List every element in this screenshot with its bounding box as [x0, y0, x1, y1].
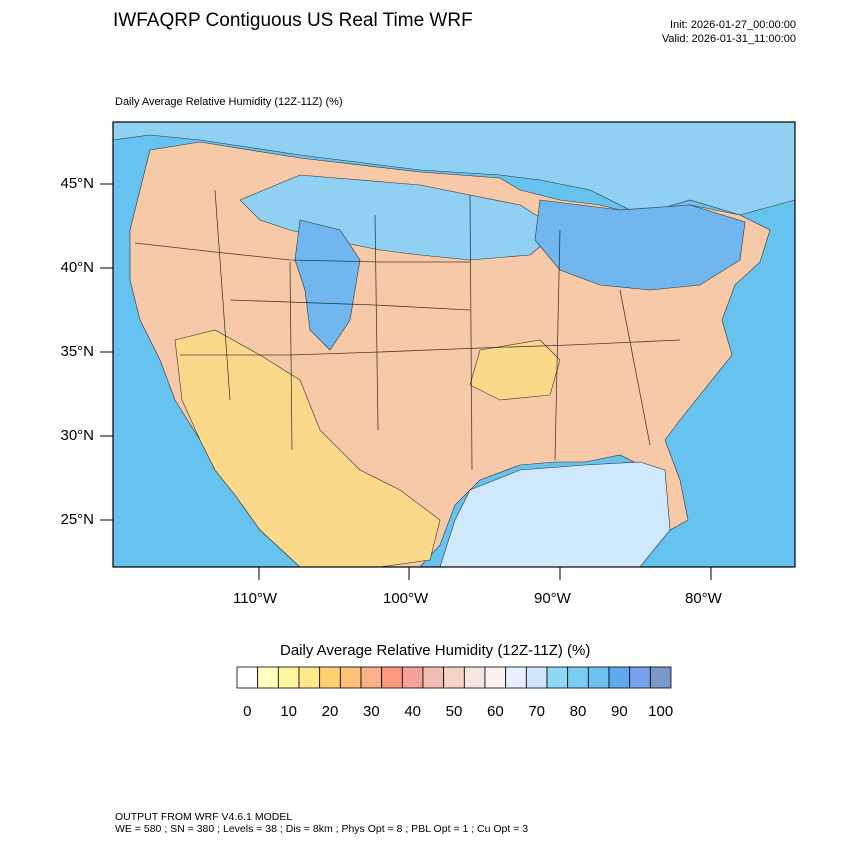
model-info-line1: OUTPUT FROM WRF V4.6.1 MODEL	[115, 811, 293, 823]
colorbar-tick-label: 70	[528, 703, 545, 720]
colorbar-swatch	[505, 666, 527, 689]
colorbar-swatch	[257, 666, 279, 689]
colorbar-tick-label: 40	[404, 703, 421, 720]
rockies-moist-patch	[294, 219, 361, 351]
lon-label: 80°W	[685, 590, 722, 607]
longitude-ticks	[258, 567, 712, 580]
colorbar-tick-label: 60	[486, 703, 504, 720]
colorbar-swatch	[443, 666, 465, 689]
lat-label: 30°N	[60, 427, 94, 444]
lat-label: 35°N	[60, 343, 94, 360]
colorbar-swatch	[546, 666, 569, 689]
central-dry-zone	[469, 339, 561, 401]
lon-label: 90°W	[534, 590, 571, 607]
colorbar-swatch	[649, 666, 672, 689]
colorbar-swatch	[236, 666, 259, 689]
colorbar-swatch	[381, 666, 403, 689]
lon-label: 100°W	[383, 590, 429, 607]
colorbar-title: Daily Average Relative Humidity (12Z-11Z…	[280, 642, 591, 659]
colorbar-swatch	[608, 666, 631, 689]
southwest-dry-zone	[174, 329, 441, 567]
model-info-line2: WE = 580 ; SN = 380 ; Levels = 38 ; Dis …	[115, 823, 529, 835]
colorbar-swatch	[567, 666, 589, 689]
gulf-of-mexico	[439, 461, 671, 567]
colorbar-tick-label: 50	[445, 703, 463, 720]
northern-moist-zone	[239, 174, 561, 261]
canada-region	[113, 122, 795, 216]
lat-label: 40°N	[60, 259, 94, 276]
valid-time: Valid: 2026-01-31_11:00:00	[661, 33, 796, 45]
lat-label: 45°N	[60, 175, 94, 192]
state-borders	[134, 189, 681, 471]
lat-label: 25°N	[60, 511, 94, 528]
init-time: Init: 2026-01-27_00:00:00	[670, 19, 796, 31]
colorbar-tick-label: 80	[569, 703, 587, 720]
colorbar-swatch	[339, 666, 362, 689]
colorbar-tick-label: 10	[280, 703, 297, 720]
colorbar-swatch	[422, 666, 445, 689]
colorbar-tick-label: 100	[648, 703, 674, 720]
colorbar-swatch	[463, 666, 486, 689]
colorbar-swatch	[360, 666, 383, 689]
colorbar-tick-label: 0	[243, 703, 252, 720]
colorbar-tick-label: 20	[321, 703, 339, 720]
northeast-moist-zone	[534, 199, 746, 291]
colorbar-tick-label: 90	[610, 703, 628, 720]
colorbar-swatch	[484, 666, 507, 689]
latitude-ticks	[100, 183, 113, 521]
map-subtitle: Daily Average Relative Humidity (12Z-11Z…	[115, 96, 343, 108]
colorbar-swatch	[401, 666, 424, 689]
colorbar-swatch	[525, 666, 548, 689]
colorbar-swatch	[587, 666, 610, 689]
colorbar-swatch	[319, 666, 341, 689]
colorbar-swatch	[298, 666, 321, 689]
map-frame	[112, 121, 796, 568]
lon-label: 110°W	[233, 590, 278, 607]
colorbar-swatch	[277, 666, 300, 689]
colorbar-swatch	[629, 666, 651, 689]
colorbar-tick-label: 30	[362, 703, 380, 720]
colorbar-boxes	[236, 666, 672, 689]
map-field	[113, 122, 795, 567]
chart-title: IWFAQRP Contiguous US Real Time WRF	[113, 10, 473, 31]
